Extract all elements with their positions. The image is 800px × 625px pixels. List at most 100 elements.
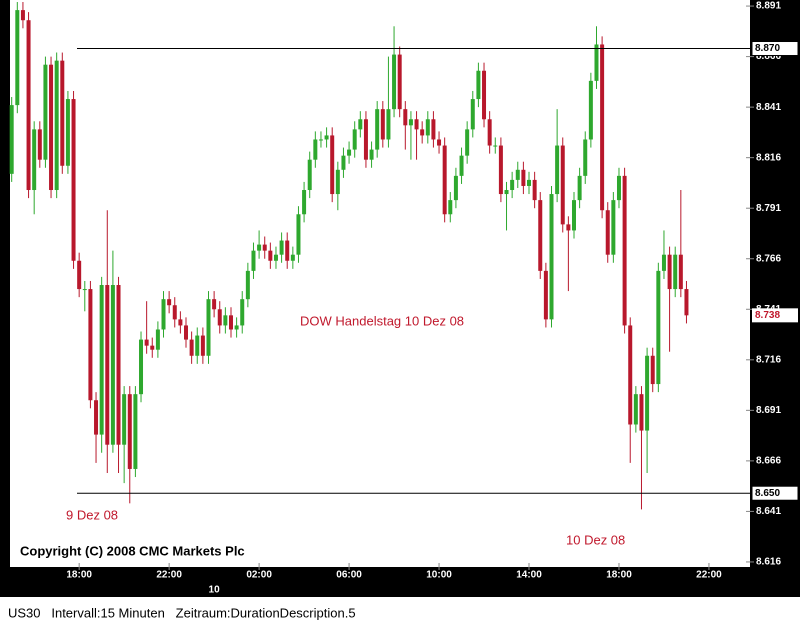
y-tick-label: 8.641	[756, 506, 781, 517]
candle-body	[273, 254, 278, 261]
candle-body	[290, 254, 295, 261]
candle-body	[228, 315, 233, 330]
x-tick-label: 10:00	[426, 570, 452, 581]
candle-body	[459, 155, 464, 176]
candle-body	[571, 200, 576, 231]
candle-body	[628, 325, 633, 425]
candle-body	[335, 169, 340, 195]
candle-body	[212, 299, 217, 310]
candle-body	[99, 285, 104, 435]
candle-body	[650, 355, 655, 385]
level-label: 8.870	[755, 43, 780, 54]
candle-body	[527, 179, 532, 186]
candle-body	[549, 194, 554, 320]
candle-body	[633, 394, 638, 425]
candle-body	[37, 129, 42, 160]
candle-body	[60, 60, 65, 166]
y-tick-label: 8.791	[756, 203, 781, 214]
candle-body	[20, 10, 25, 21]
candle-body	[189, 339, 194, 356]
candle-body	[178, 319, 183, 326]
candle-body	[363, 119, 368, 160]
annotation: 10 Dez 08	[566, 532, 625, 547]
candle-body	[144, 339, 149, 346]
y-tick-label: 8.691	[756, 405, 781, 416]
copyright: Copyright (C) 2008 CMC Markets Plc	[20, 543, 245, 558]
y-tick-label: 8.666	[756, 456, 781, 467]
candle-body	[195, 335, 200, 356]
candle-body	[257, 244, 262, 251]
candle-body	[386, 109, 391, 140]
level-label: 8.650	[755, 488, 780, 499]
candle-body	[302, 190, 307, 215]
candle-body	[94, 400, 99, 435]
candle-body	[307, 159, 312, 191]
level-box	[751, 485, 799, 501]
candle-body	[240, 299, 245, 326]
candle-body	[420, 129, 425, 136]
candle-body	[217, 309, 222, 326]
x-tick-label: 06:00	[336, 570, 362, 581]
candle-body	[616, 175, 621, 201]
candle-body	[71, 99, 76, 261]
candle-body	[77, 260, 82, 290]
candle-body	[161, 299, 166, 330]
candle-body	[155, 329, 160, 350]
candle-body	[251, 250, 256, 271]
candle-body	[521, 169, 526, 186]
plot-area	[10, 0, 750, 567]
last-price-box	[752, 308, 798, 323]
candle-body	[88, 289, 93, 401]
candle-body	[380, 109, 385, 140]
x-tick-label: 18:00	[606, 570, 632, 581]
candle-body	[234, 325, 239, 330]
candle-body	[577, 175, 582, 201]
marks	[9, 2, 689, 510]
candle-body	[392, 54, 397, 110]
candle-body	[341, 155, 346, 170]
candle-body	[442, 145, 447, 215]
candle-body	[510, 179, 515, 191]
candle-body	[268, 250, 273, 261]
candle-body	[515, 169, 520, 180]
candle-body	[9, 105, 14, 174]
day-label: 10	[209, 585, 221, 596]
candle-body	[678, 254, 683, 290]
candle-body	[594, 44, 599, 81]
annotation: 9 Dez 08	[66, 507, 118, 522]
candle-body	[425, 119, 430, 136]
y-tick-label: 8.816	[756, 152, 781, 163]
candle-body	[116, 285, 121, 445]
y-tick-label: 8.616	[756, 557, 781, 568]
x-tick-label: 14:00	[516, 570, 542, 581]
candle-body	[262, 244, 267, 251]
candle-body	[245, 270, 250, 300]
candle-body	[49, 64, 54, 191]
candle-body	[493, 145, 498, 147]
candle-body	[448, 200, 453, 215]
candle-body	[375, 109, 380, 150]
candle-body	[127, 394, 132, 469]
candle-body	[566, 224, 571, 231]
candle-body	[622, 175, 627, 326]
candle-body	[532, 179, 537, 201]
candle-body	[431, 119, 436, 140]
candle-body	[555, 145, 560, 195]
candle-body	[184, 325, 189, 340]
candle-body	[560, 145, 565, 225]
level-box	[751, 41, 799, 57]
candle-body	[223, 315, 228, 326]
candle-body	[369, 149, 374, 160]
candle-body	[684, 289, 689, 316]
candle-body	[611, 200, 616, 255]
candle-body	[206, 299, 211, 356]
y-tick-label: 8.766	[756, 253, 781, 264]
candle-body	[661, 254, 666, 271]
x-tick-label: 18:00	[66, 570, 92, 581]
candle-body	[588, 80, 593, 140]
candle-body	[150, 345, 155, 350]
candle-body	[487, 119, 492, 146]
candle-body	[122, 394, 127, 445]
candle-body	[397, 54, 402, 110]
candle-body	[403, 109, 408, 126]
